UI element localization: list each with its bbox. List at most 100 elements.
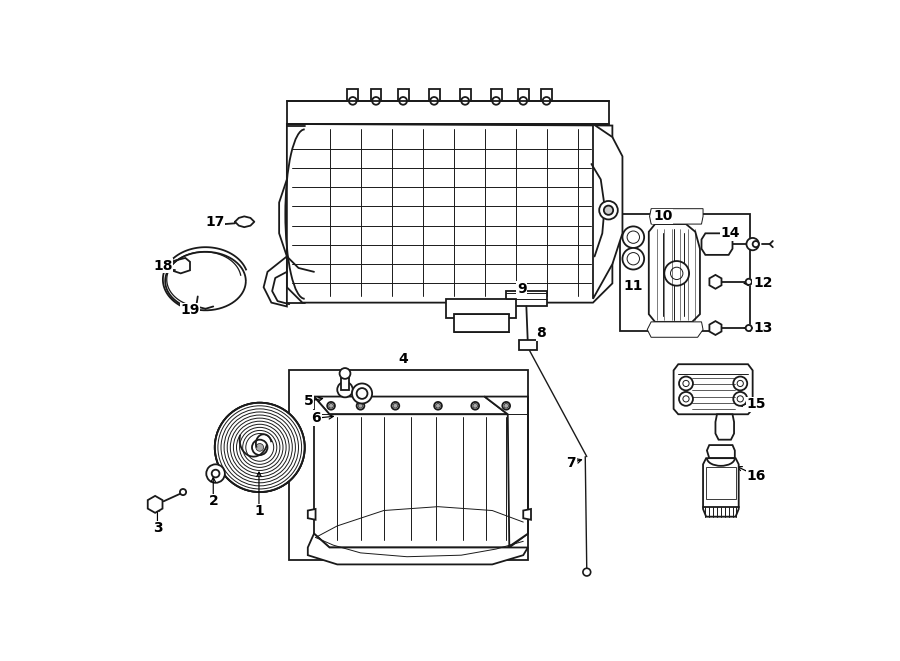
Polygon shape bbox=[454, 314, 509, 332]
Polygon shape bbox=[706, 445, 734, 458]
Circle shape bbox=[392, 402, 400, 410]
Circle shape bbox=[400, 97, 407, 104]
Circle shape bbox=[393, 403, 398, 408]
Polygon shape bbox=[484, 397, 528, 547]
Polygon shape bbox=[287, 101, 608, 124]
Polygon shape bbox=[647, 322, 703, 337]
Circle shape bbox=[356, 402, 365, 410]
Polygon shape bbox=[541, 89, 552, 101]
Text: 11: 11 bbox=[624, 279, 643, 293]
Circle shape bbox=[599, 201, 617, 219]
Polygon shape bbox=[716, 414, 734, 440]
Circle shape bbox=[492, 97, 500, 104]
Polygon shape bbox=[398, 89, 409, 101]
Circle shape bbox=[328, 403, 333, 408]
Polygon shape bbox=[347, 89, 358, 101]
Text: 3: 3 bbox=[153, 522, 162, 535]
Circle shape bbox=[338, 382, 353, 397]
Text: 7: 7 bbox=[566, 456, 576, 470]
Polygon shape bbox=[460, 89, 471, 101]
Circle shape bbox=[472, 402, 479, 410]
Text: 19: 19 bbox=[180, 303, 200, 317]
Polygon shape bbox=[446, 299, 516, 318]
Text: 12: 12 bbox=[753, 276, 772, 290]
Polygon shape bbox=[703, 458, 739, 517]
Polygon shape bbox=[701, 233, 733, 255]
Circle shape bbox=[604, 206, 613, 215]
Polygon shape bbox=[308, 533, 528, 564]
Circle shape bbox=[623, 226, 644, 248]
Circle shape bbox=[734, 377, 747, 391]
Polygon shape bbox=[264, 256, 287, 307]
Circle shape bbox=[212, 470, 220, 477]
Polygon shape bbox=[650, 209, 703, 224]
Polygon shape bbox=[673, 364, 752, 414]
Polygon shape bbox=[593, 124, 623, 299]
Circle shape bbox=[215, 403, 305, 492]
Bar bbox=[289, 370, 528, 560]
Circle shape bbox=[746, 238, 759, 251]
Circle shape bbox=[252, 440, 267, 455]
Polygon shape bbox=[428, 89, 439, 101]
Circle shape bbox=[352, 383, 372, 403]
Polygon shape bbox=[709, 275, 722, 289]
Circle shape bbox=[372, 97, 380, 104]
Polygon shape bbox=[506, 291, 546, 307]
Polygon shape bbox=[709, 321, 722, 335]
Circle shape bbox=[746, 279, 751, 285]
Polygon shape bbox=[649, 224, 700, 322]
Circle shape bbox=[746, 325, 751, 331]
Circle shape bbox=[679, 392, 693, 406]
Circle shape bbox=[256, 444, 264, 451]
Text: 14: 14 bbox=[720, 226, 740, 241]
Circle shape bbox=[664, 261, 689, 286]
Circle shape bbox=[583, 568, 590, 576]
Text: 15: 15 bbox=[747, 397, 766, 411]
Text: 4: 4 bbox=[398, 352, 408, 366]
Circle shape bbox=[349, 97, 356, 104]
Polygon shape bbox=[518, 89, 528, 101]
Circle shape bbox=[734, 392, 747, 406]
Text: 9: 9 bbox=[517, 282, 526, 295]
Text: 1: 1 bbox=[254, 504, 264, 518]
Polygon shape bbox=[314, 397, 508, 414]
Circle shape bbox=[358, 403, 363, 408]
Circle shape bbox=[461, 97, 469, 104]
Circle shape bbox=[436, 403, 440, 408]
Polygon shape bbox=[371, 89, 382, 101]
Polygon shape bbox=[314, 397, 528, 547]
Circle shape bbox=[434, 402, 442, 410]
Text: 18: 18 bbox=[153, 258, 173, 272]
Bar bbox=[341, 378, 349, 389]
Text: 17: 17 bbox=[205, 215, 224, 229]
Circle shape bbox=[472, 403, 478, 408]
Circle shape bbox=[752, 241, 759, 247]
Circle shape bbox=[679, 377, 693, 391]
Bar bbox=[620, 214, 751, 331]
Circle shape bbox=[502, 402, 510, 410]
Circle shape bbox=[543, 97, 551, 104]
Text: 10: 10 bbox=[653, 210, 672, 223]
Text: 5: 5 bbox=[303, 394, 313, 408]
Polygon shape bbox=[287, 124, 612, 303]
Circle shape bbox=[328, 402, 335, 410]
Circle shape bbox=[623, 248, 644, 270]
Text: 2: 2 bbox=[209, 494, 218, 508]
Circle shape bbox=[215, 403, 305, 492]
Circle shape bbox=[339, 368, 350, 379]
Text: 8: 8 bbox=[536, 327, 546, 340]
Polygon shape bbox=[171, 258, 190, 274]
Circle shape bbox=[504, 403, 508, 408]
Bar bbox=[706, 467, 735, 499]
Circle shape bbox=[180, 489, 186, 495]
Circle shape bbox=[430, 97, 438, 104]
Text: 13: 13 bbox=[754, 321, 773, 335]
Polygon shape bbox=[308, 509, 316, 520]
Circle shape bbox=[519, 97, 527, 104]
Text: 6: 6 bbox=[311, 411, 321, 425]
Circle shape bbox=[206, 464, 225, 483]
Text: 16: 16 bbox=[747, 469, 766, 483]
Polygon shape bbox=[523, 509, 531, 520]
Polygon shape bbox=[148, 496, 163, 513]
Polygon shape bbox=[519, 340, 537, 350]
